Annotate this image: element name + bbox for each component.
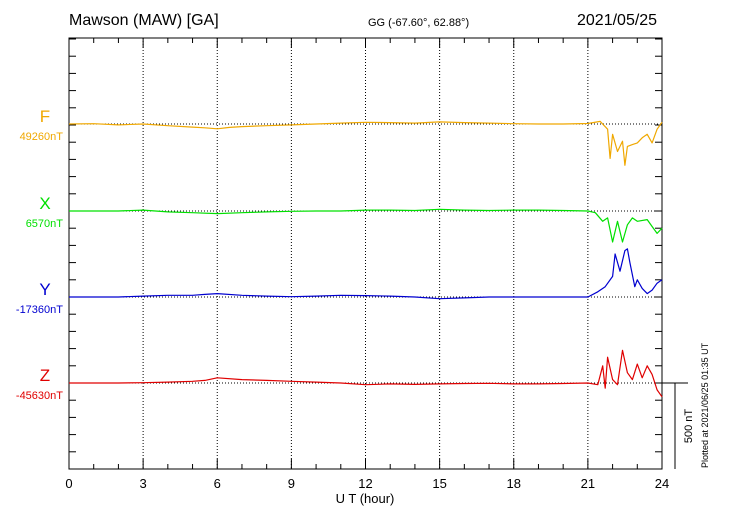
series-name-x: X [39, 194, 50, 213]
series-line-x [69, 208, 663, 243]
x-tick-label: 3 [140, 476, 147, 491]
series-group [68, 120, 663, 398]
x-tick-label: 24 [655, 476, 669, 491]
x-tick-label: 6 [214, 476, 221, 491]
station-coordinates: GG (-67.60°, 62.88°) [368, 17, 470, 29]
series-labels: F 49260nT X 6570nT Y -17360nT Z -45630nT [16, 107, 63, 402]
series-line-f [68, 120, 663, 166]
series-baseline-y: -17360nT [16, 304, 63, 316]
series-baseline-f: 49260nT [20, 131, 64, 143]
x-tick-label: 0 [65, 476, 72, 491]
x-tick-label: 9 [288, 476, 295, 491]
x-tick-label: 18 [507, 476, 521, 491]
time-gridlines [142, 38, 589, 469]
chart-date: 2021/05/25 [577, 12, 658, 29]
axis-ticks [68, 38, 663, 470]
x-tick-label: 15 [432, 476, 446, 491]
series-line-y [69, 248, 663, 300]
x-axis-label: U T (hour) [336, 491, 395, 506]
series-name-z: Z [40, 366, 50, 385]
series-name-f: F [40, 107, 50, 126]
series-baseline-x: 6570nT [26, 218, 64, 230]
series-name-y: Y [39, 280, 50, 299]
scale-bar-label: 500 nT [683, 409, 695, 444]
x-tick-labels: 0 3 6 9 12 15 18 21 24 [65, 476, 669, 491]
series-baseline-z: -45630nT [16, 390, 63, 402]
x-tick-label: 12 [358, 476, 372, 491]
scale-bar: 500 nT [662, 382, 695, 469]
series-line-z [69, 349, 663, 398]
x-tick-label: 21 [581, 476, 595, 491]
station-title: Mawson (MAW) [GA] [69, 12, 219, 29]
